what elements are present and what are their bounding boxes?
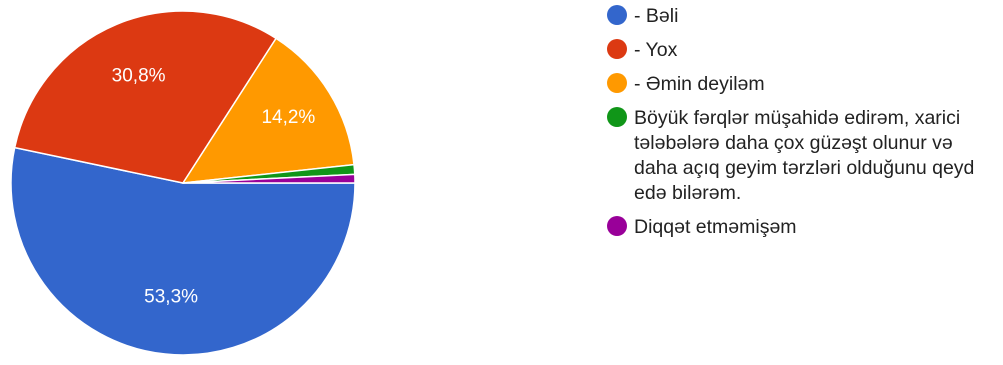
- legend-label: Diqqət etməmişəm: [634, 216, 797, 238]
- legend-label: - Bəli: [634, 5, 679, 27]
- legend-item-4[interactable]: Böyük fərqlər müşahidə edirəm, xarici tə…: [607, 106, 999, 206]
- legend-swatch-icon: [607, 5, 627, 25]
- pie-slice-2[interactable]: [13, 10, 278, 184]
- legend-item-1[interactable]: - Bəli: [607, 4, 999, 29]
- legend-swatch-icon: [607, 73, 627, 93]
- legend-label: - Yox: [634, 39, 678, 61]
- pie-slice-5[interactable]: [182, 173, 356, 184]
- pie-slice-3[interactable]: [181, 37, 355, 184]
- pie-slice-labels: 53,3% 30,8% 14,2%: [112, 66, 316, 308]
- slice-label-2: 30,8%: [112, 66, 166, 87]
- legend-label: - Əmin deyiləm: [634, 73, 765, 95]
- legend-item-3[interactable]: - Əmin deyiləm: [607, 72, 999, 97]
- legend-item-2[interactable]: - Yox: [607, 38, 999, 63]
- chart-legend: - Bəli - Yox - Əmin deyiləm Böyük fərqlər m…: [607, 4, 999, 249]
- slice-label-1: 53,3%: [144, 287, 198, 308]
- legend-swatch-icon: [607, 216, 627, 236]
- pie-slices: [10, 10, 356, 356]
- legend-swatch-icon: [607, 39, 627, 59]
- pie-slice-1[interactable]: [10, 146, 356, 356]
- legend-swatch-icon: [607, 107, 627, 127]
- slice-label-3: 14,2%: [261, 107, 315, 128]
- legend-label: Böyük fərqlər müşahidə edirəm, xarici tə…: [634, 107, 975, 204]
- legend-item-5[interactable]: Diqqət etməmişəm: [607, 215, 999, 240]
